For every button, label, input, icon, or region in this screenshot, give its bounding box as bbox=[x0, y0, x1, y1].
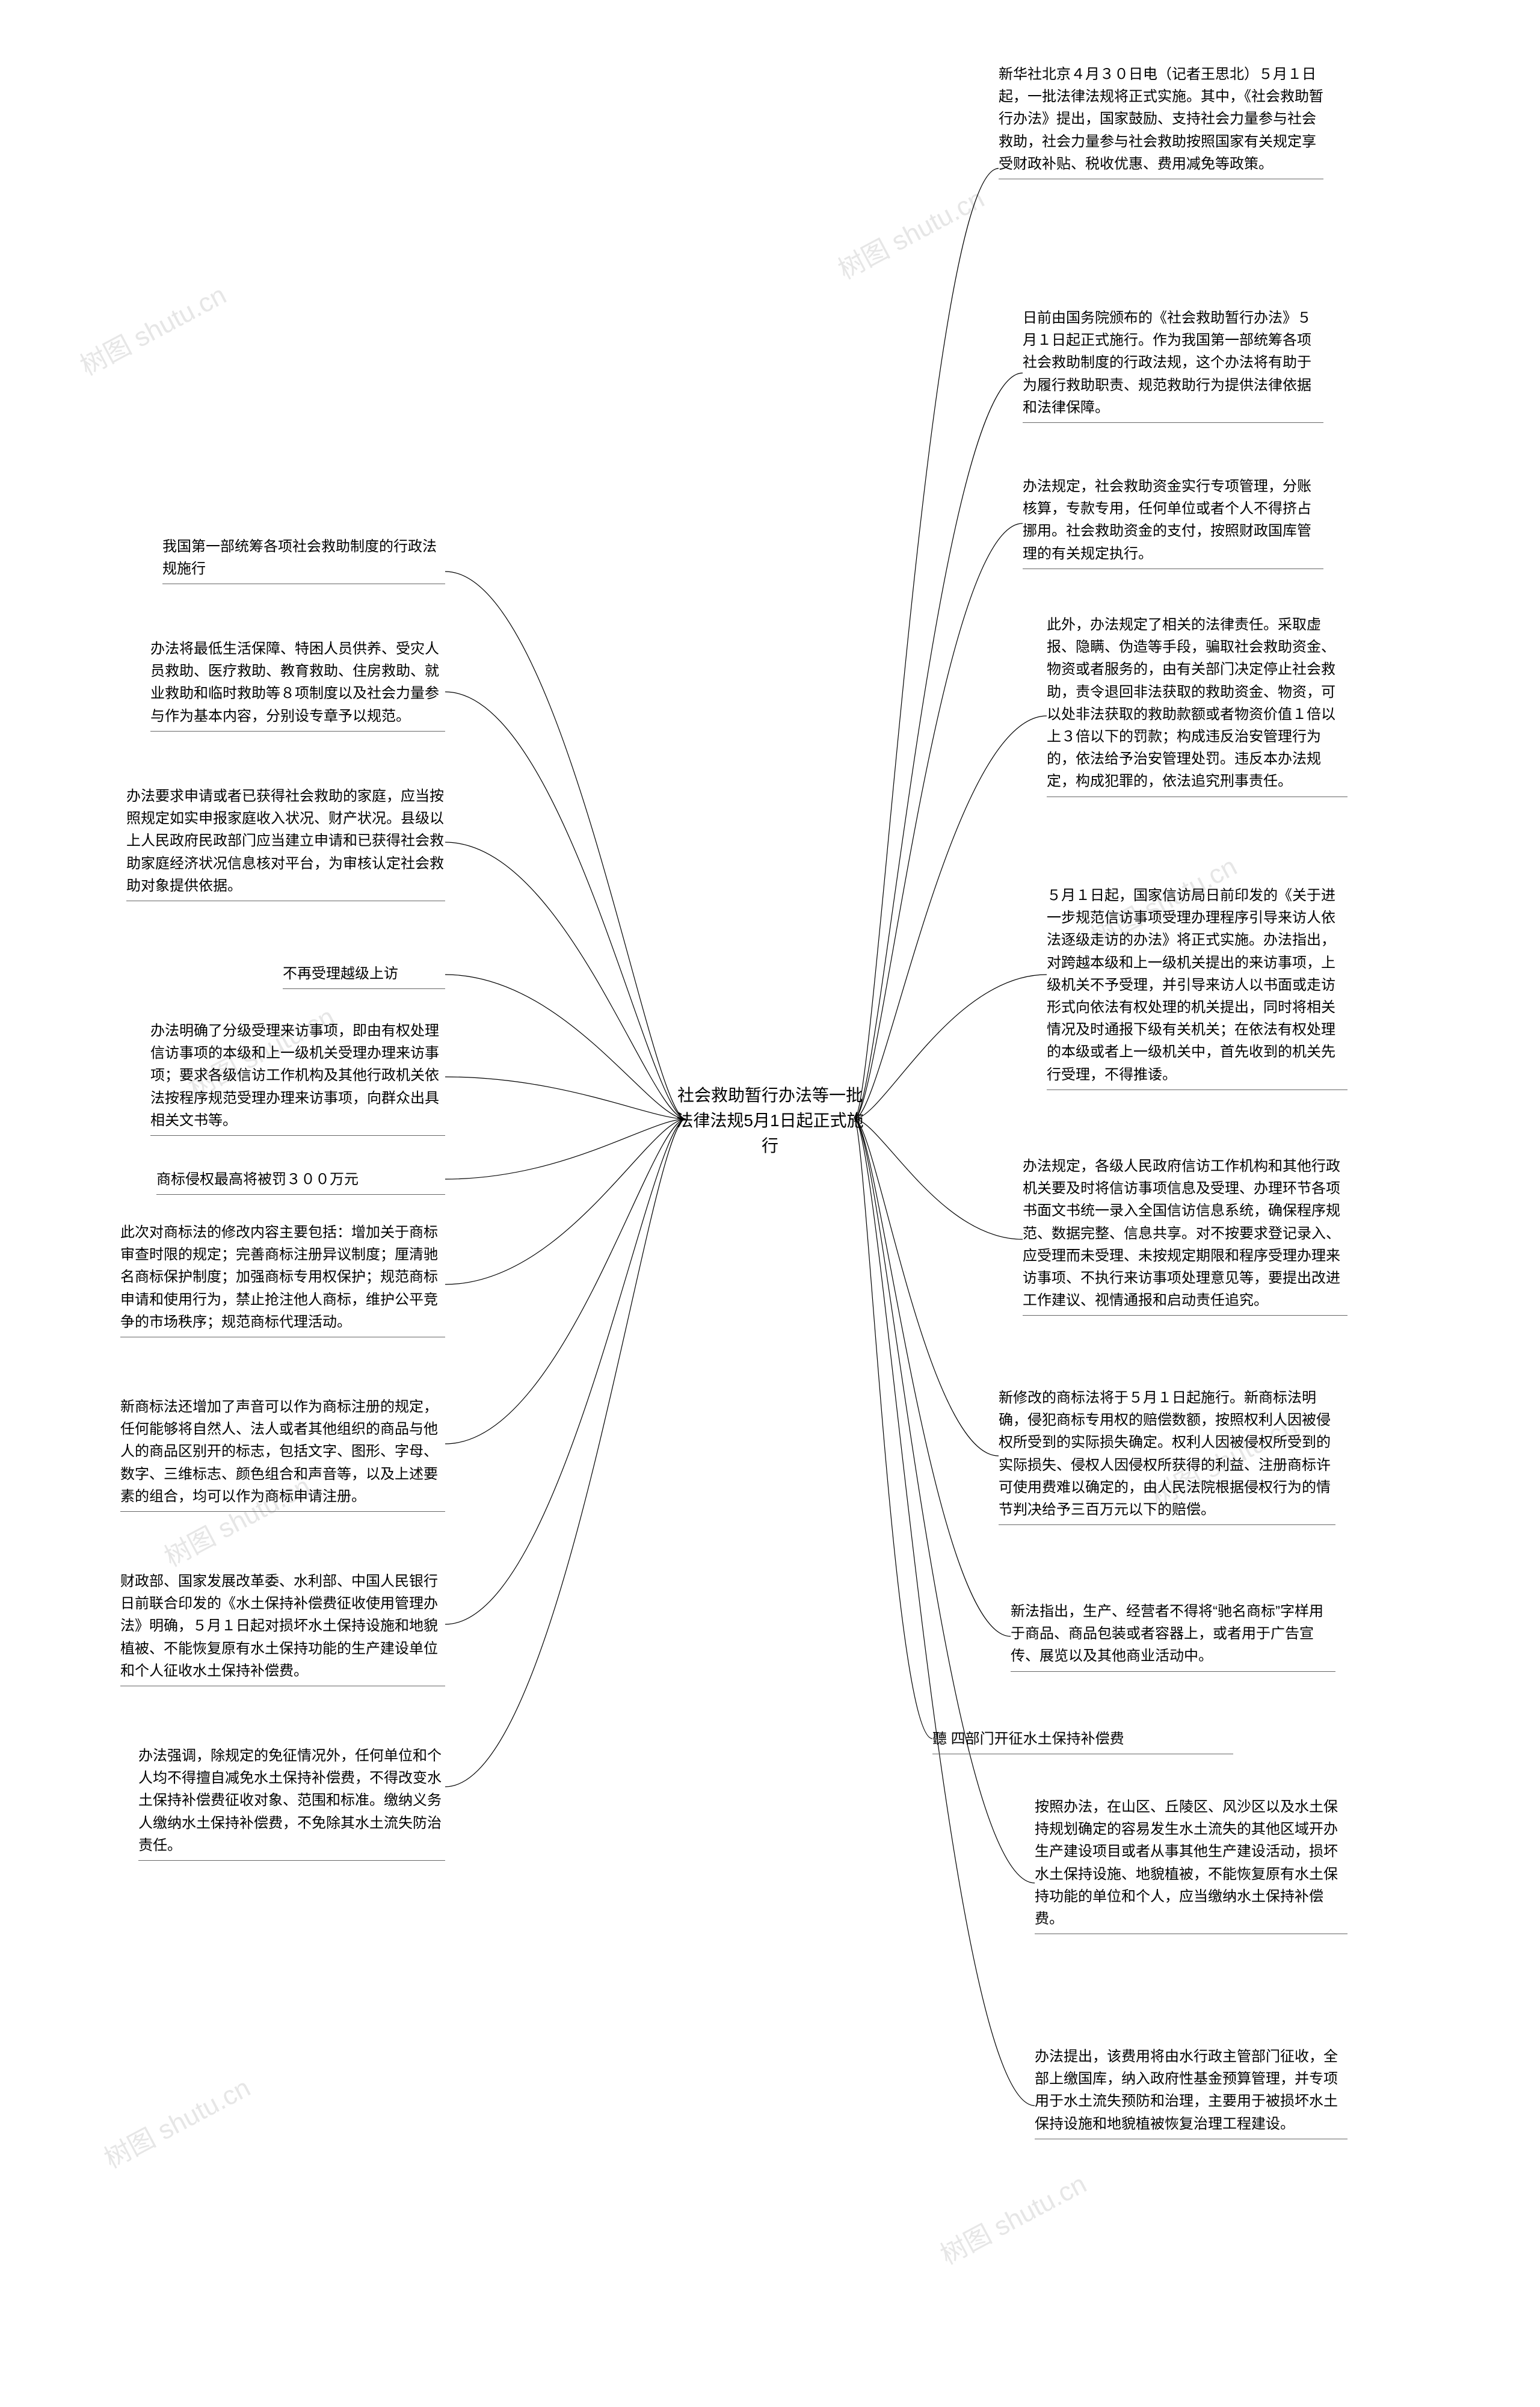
edge bbox=[854, 1119, 1011, 1636]
branch-node: 财政部、国家发展改革委、水利部、中国人民银行日前联合印发的《水土保持补偿费征收使… bbox=[120, 1570, 445, 1686]
edge bbox=[445, 1119, 686, 1444]
edge bbox=[445, 975, 686, 1119]
branch-node: 办法要求申请或者已获得社会救助的家庭，应当按照规定如实申报家庭收入状况、财产状况… bbox=[126, 785, 445, 901]
edge bbox=[854, 1119, 999, 1456]
branch-node: 办法明确了分级受理来访事项，即由有权处理信访事项的本级和上一级机关受理办理来访事… bbox=[150, 1020, 445, 1136]
node-underline bbox=[1023, 1315, 1348, 1316]
branch-node: 新修改的商标法将于５月１日起施行。新商标法明确，侵犯商标专用权的赔偿数额，按照权… bbox=[999, 1387, 1335, 1525]
node-underline bbox=[150, 731, 445, 732]
edge bbox=[445, 572, 686, 1119]
node-underline bbox=[120, 1511, 445, 1512]
node-underline bbox=[156, 1194, 445, 1195]
edge bbox=[445, 692, 686, 1119]
node-underline bbox=[999, 1524, 1335, 1525]
edge bbox=[854, 373, 1023, 1119]
branch-node: 新法指出，生产、经营者不得将“驰名商标”字样用于商品、商品包装或者容器上，或者用… bbox=[1011, 1600, 1335, 1672]
branch-node: 商标侵权最高将被罚３００万元 bbox=[156, 1168, 445, 1195]
branch-node: 此外，办法规定了相关的法律责任。采取虚报、隐瞒、伪造等手段，骗取社会救助资金、物… bbox=[1047, 614, 1348, 797]
branch-node: ５月１日起，国家信访局日前印发的《关于进一步规范信访事项受理办理程序引导来访人依… bbox=[1047, 884, 1348, 1090]
branch-node: 办法规定，社会救助资金实行专项管理，分账核算，专款专用，任何单位或者个人不得挤占… bbox=[1023, 475, 1323, 569]
branch-node: 新华社北京４月３０日电（记者王思北）５月１日起，一批法律法规将正式实施。其中，《… bbox=[999, 63, 1323, 179]
branch-node: 办法提出，该费用将由水行政主管部门征收，全部上缴国库，纳入政府性基金预算管理，并… bbox=[1035, 2045, 1348, 2139]
branch-node: 办法强调，除规定的免征情况外，任何单位和个人均不得擅自减免水土保持补偿费，不得改… bbox=[138, 1745, 445, 1861]
edge bbox=[445, 842, 686, 1119]
edge bbox=[854, 1119, 1035, 2106]
edge bbox=[854, 975, 1047, 1119]
edge bbox=[854, 1119, 1023, 1239]
branch-node: 此次对商标法的修改内容主要包括：增加关于商标审查时限的规定；完善商标注册异议制度… bbox=[120, 1221, 445, 1337]
edge bbox=[445, 1077, 686, 1119]
edge bbox=[854, 716, 1047, 1119]
edge bbox=[445, 1119, 686, 1284]
branch-node: 按照办法，在山区、丘陵区、风沙区以及水土保持规划确定的容易发生水土流失的其他区域… bbox=[1035, 1796, 1348, 1934]
branch-node: 办法规定，各级人民政府信访工作机构和其他行政机关要及时将信访事项信息及受理、办理… bbox=[1023, 1155, 1348, 1316]
branch-node: 新商标法还增加了声音可以作为商标注册的规定，任何能够将自然人、法人或者其他组织的… bbox=[120, 1396, 445, 1512]
edge bbox=[854, 168, 999, 1119]
mindmap-canvas: 树图 shutu.cn树图 shutu.cn树图 shutu.cn树图 shut… bbox=[0, 0, 1540, 2407]
branch-node: 办法将最低生活保障、特困人员供养、受灾人员救助、医疗救助、教育救助、住房救助、就… bbox=[150, 638, 445, 732]
node-underline bbox=[1023, 422, 1323, 423]
edge bbox=[445, 1119, 686, 1624]
center-topic: 社会救助暂行办法等一批 法律法规5月1日起正式施 行 bbox=[662, 1083, 878, 1159]
edge bbox=[854, 1119, 932, 1739]
node-underline bbox=[150, 1135, 445, 1136]
edge bbox=[445, 1119, 686, 1787]
branch-node: 聽 四部门开征水土保持补偿费 bbox=[932, 1728, 1233, 1754]
node-underline bbox=[1047, 1089, 1348, 1090]
node-underline bbox=[1011, 1671, 1335, 1672]
node-underline bbox=[283, 988, 445, 989]
branch-node: 我国第一部统筹各项社会救助制度的行政法规施行 bbox=[162, 535, 445, 584]
node-underline bbox=[138, 1860, 445, 1861]
branch-node: 不再受理越级上访 bbox=[283, 963, 445, 989]
branch-node: 日前由国务院颁布的《社会救助暂行办法》５月１日起正式施行。作为我国第一部统筹各项… bbox=[1023, 307, 1323, 423]
